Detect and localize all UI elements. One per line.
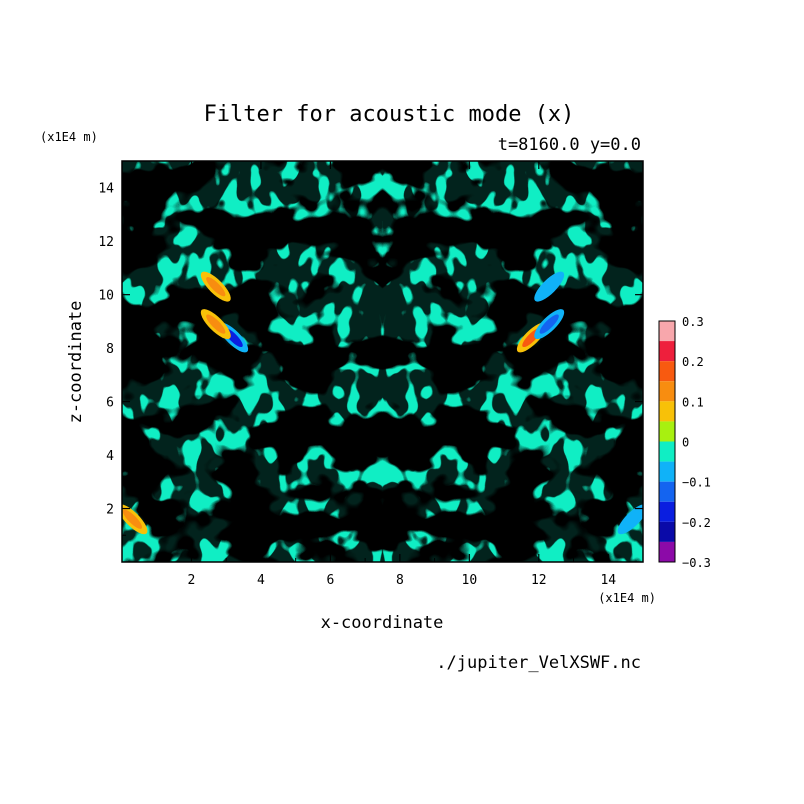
colorbar-swatch [659, 321, 675, 342]
colorbar-swatch [659, 541, 675, 562]
y-tick-label: 12 [98, 235, 114, 250]
colorbar-swatch [659, 401, 675, 422]
y-tick-label: 2 [106, 503, 114, 518]
colorbar-swatch [659, 501, 675, 522]
colorbar-swatch [659, 421, 675, 442]
chart-subtitle: t=8160.0 y=0.0 [498, 135, 641, 155]
colorbar-swatch [659, 441, 675, 462]
plot-frame [121, 160, 644, 563]
field-right-half [383, 161, 644, 562]
colorbar-swatch [659, 521, 675, 542]
negative-contour-blobs [122, 161, 383, 562]
colorbar-swatch [659, 461, 675, 482]
colorbar-tick-label: 0 [682, 436, 689, 450]
x-tick-label: 12 [531, 573, 547, 588]
x-tick-label: 8 [396, 573, 404, 588]
feature-core [206, 314, 226, 334]
colorbar-frame [658, 320, 676, 563]
colorbar-tick-label: 0.1 [682, 395, 704, 409]
colorbar-tick-label: −0.1 [682, 476, 711, 490]
x-tick-label: 4 [257, 573, 265, 588]
heatmap-field [122, 161, 644, 562]
y-tick-label: 6 [106, 396, 114, 411]
x-axis: 2 4 6 8 10 12 14 [156, 161, 616, 588]
colorbar-tick-label: −0.2 [682, 516, 711, 530]
colorbar-swatch [659, 341, 675, 362]
colorbar: 0.3 0.2 0.1 0 −0.1 −0.2 −0.3 [658, 315, 711, 570]
source-file-label: ./jupiter_VelXSWF.nc [436, 653, 641, 673]
y-tick-label: 4 [106, 449, 114, 464]
x-tick-label: 14 [600, 573, 616, 588]
colorbar-swatch [659, 381, 675, 402]
colorbar-tick-label: −0.3 [682, 556, 711, 570]
y-tick-label: 8 [106, 342, 114, 357]
feature-core [539, 277, 559, 297]
colorbar-swatch [659, 481, 675, 502]
feature-core [539, 314, 559, 334]
y-tick-label: 10 [98, 289, 114, 304]
y-unit-label: (x1E4 m) [40, 130, 98, 144]
feature-core [622, 509, 643, 529]
x-axis-label: x-coordinate [321, 613, 444, 633]
colorbar-tick-label: 0.2 [682, 355, 704, 369]
y-axis: 2 4 6 8 10 12 14 [98, 182, 643, 536]
y-axis-label: z-coordinate [66, 301, 86, 424]
feature-core [122, 509, 143, 529]
y-tick-label: 14 [98, 182, 114, 197]
chart-title: Filter for acoustic mode (x) [204, 102, 575, 127]
x-tick-label: 6 [326, 573, 334, 588]
feature-core [206, 277, 226, 297]
field-left-half [122, 161, 383, 562]
x-tick-label: 2 [188, 573, 196, 588]
x-unit-label: (x1E4 m) [598, 591, 656, 605]
x-tick-label: 10 [462, 573, 478, 588]
colorbar-swatch [659, 361, 675, 382]
colorbar-tick-label: 0.3 [682, 315, 704, 329]
